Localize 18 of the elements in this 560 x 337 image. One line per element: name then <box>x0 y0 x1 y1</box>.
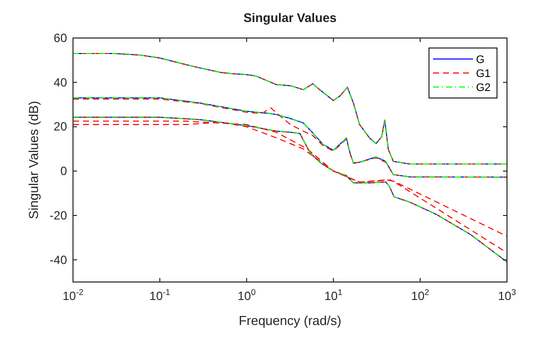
legend-label: G <box>476 54 485 66</box>
y-tick-label: 20 <box>54 120 68 134</box>
chart-title: Singular Values <box>243 11 337 25</box>
y-tick-label: 40 <box>54 75 68 90</box>
legend-label: G2 <box>476 82 491 94</box>
x-tick-label: 10$^{3}$ <box>498 287 516 303</box>
y-tick-label: 60 <box>54 31 68 45</box>
y-tick-label: -20 <box>50 208 68 222</box>
x-tick-label: 10$^{-2}$ <box>62 287 84 303</box>
legend-label: G1 <box>476 68 491 80</box>
x-tick-label: 10$^{2}$ <box>411 287 430 303</box>
y-tick-label: -40 <box>50 252 68 267</box>
x-axis-title: Frequency (rad/s) <box>238 313 342 328</box>
x-tick-label: 10$^{-1}$ <box>149 287 171 303</box>
x-tick-label: 10$^{0}$ <box>238 287 256 303</box>
x-tick-label: 10$^{1}$ <box>324 287 343 303</box>
y-tick-label: 0 <box>60 164 68 178</box>
y-axis-title: Singular Values (dB) <box>26 100 41 220</box>
